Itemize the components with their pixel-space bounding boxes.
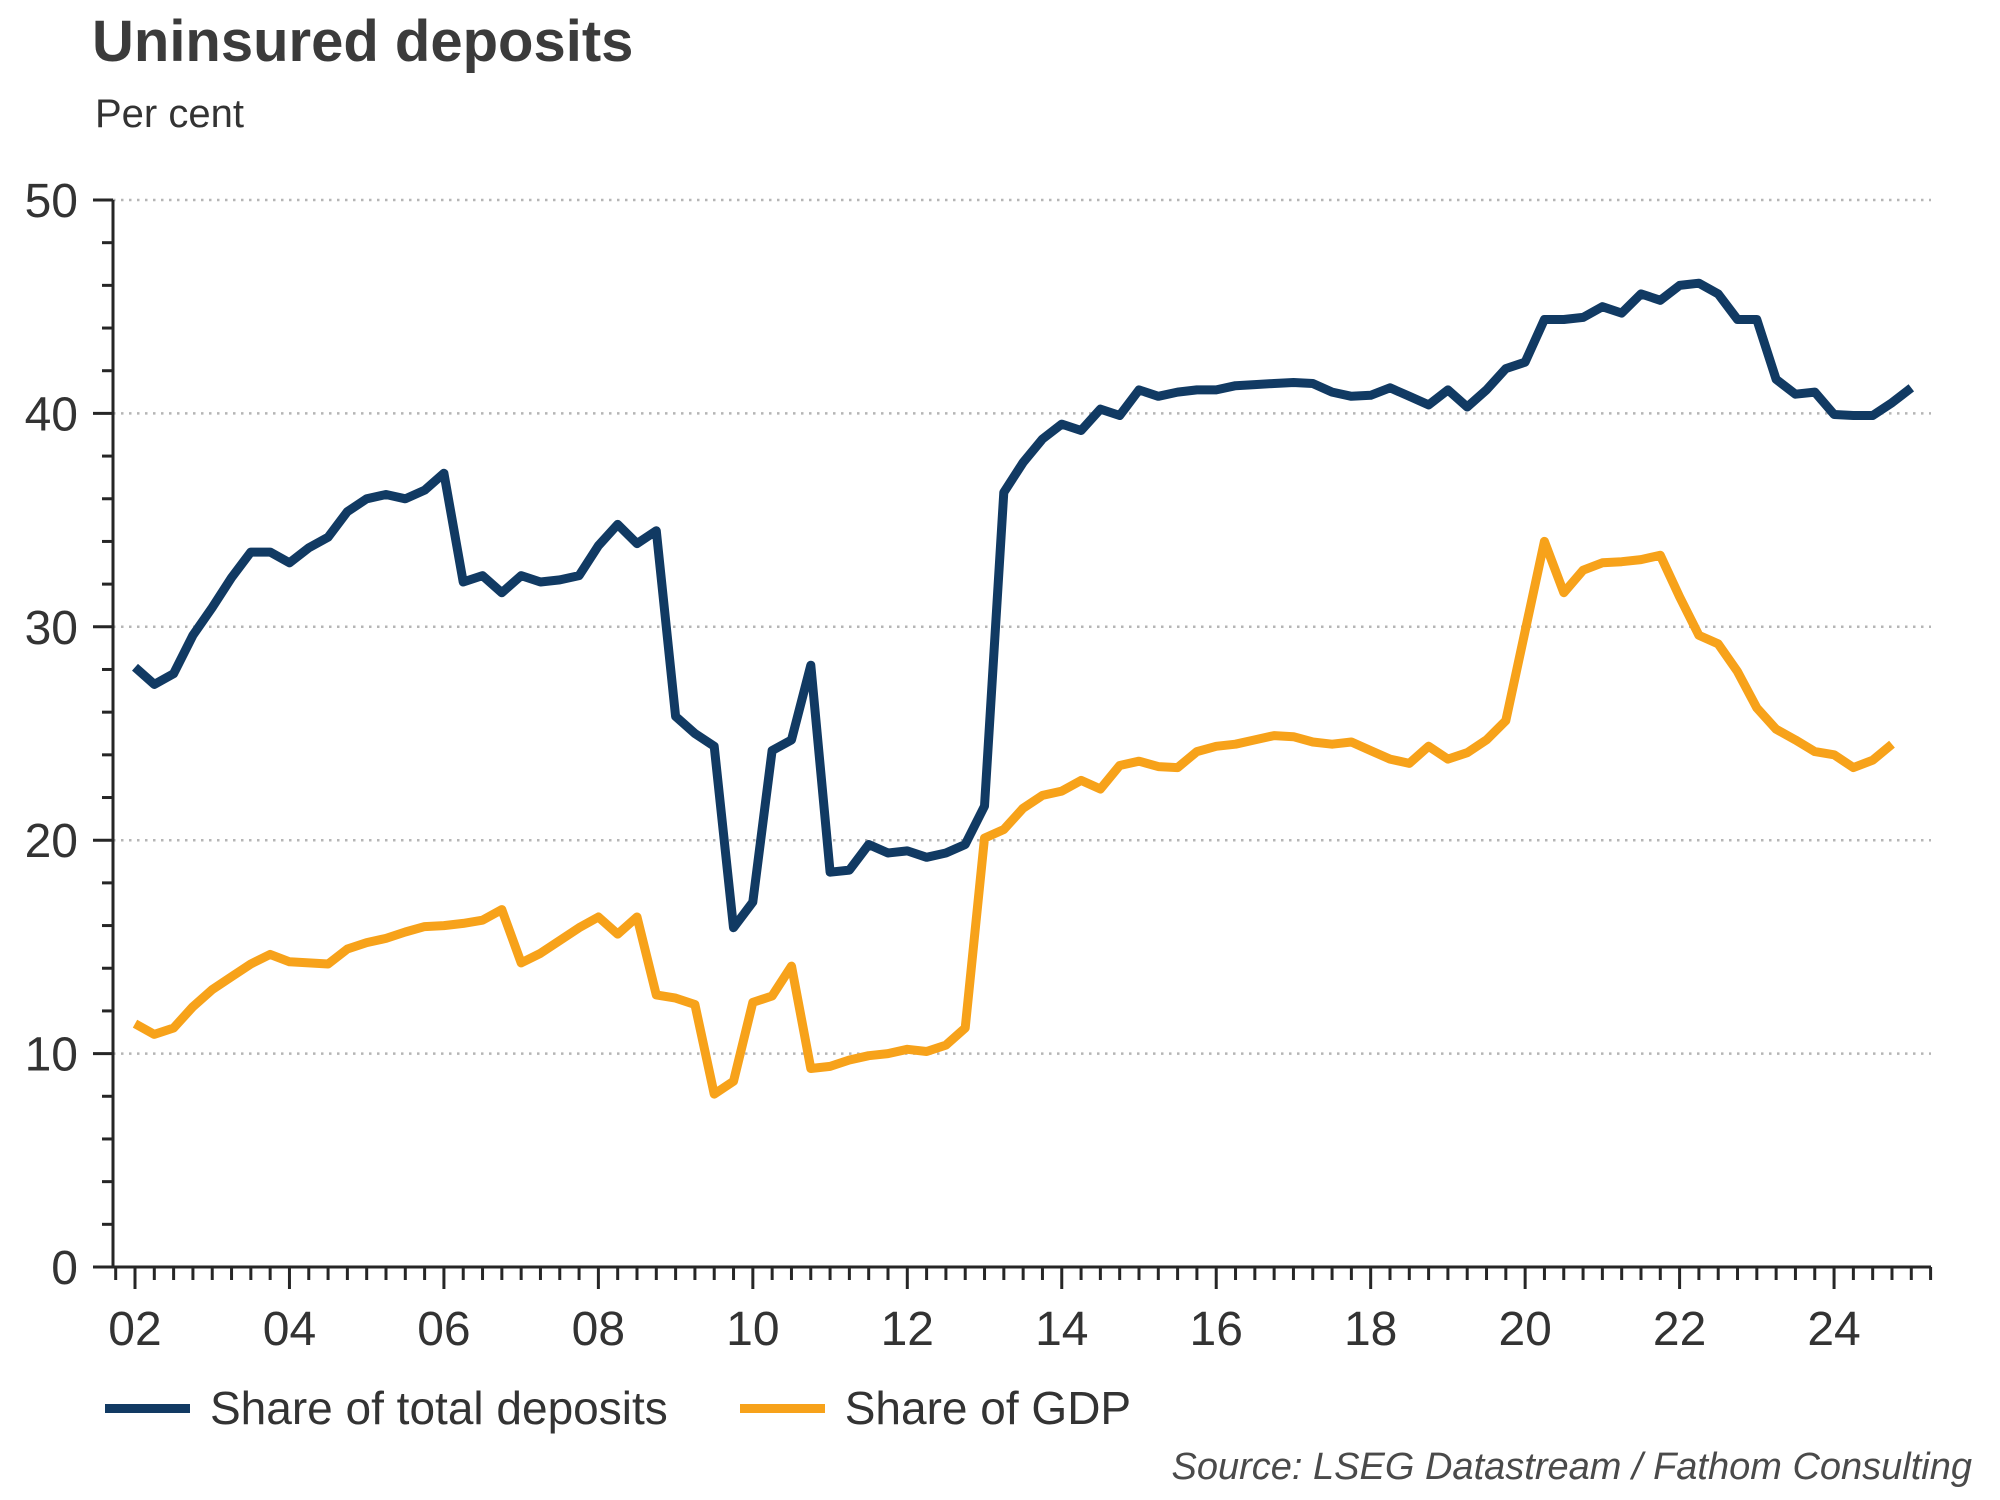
x-tick-label: 12 bbox=[881, 1303, 934, 1356]
legend-swatch-gdp bbox=[739, 1403, 825, 1413]
x-tick-label: 08 bbox=[572, 1303, 625, 1356]
x-tick-label: 02 bbox=[108, 1303, 161, 1356]
x-tick-label: 22 bbox=[1653, 1303, 1706, 1356]
x-tick-label: 16 bbox=[1190, 1303, 1243, 1356]
legend-item-gdp: Share of GDP bbox=[739, 1381, 1132, 1435]
y-tick-label: 0 bbox=[51, 1242, 78, 1295]
y-tick-label: 40 bbox=[25, 388, 78, 441]
series-line-total-deposits bbox=[132, 278, 1915, 933]
x-tick-label: 24 bbox=[1807, 1303, 1860, 1356]
chart-title: Uninsured deposits bbox=[92, 9, 634, 74]
source-credit: Source: LSEG Datastream / Fathom Consult… bbox=[1171, 1446, 1972, 1488]
y-tick-label: 10 bbox=[25, 1029, 78, 1082]
x-tick-label: 04 bbox=[263, 1303, 316, 1356]
series-line-gdp bbox=[132, 536, 1895, 1099]
legend-label-total-deposits: Share of total deposits bbox=[210, 1382, 668, 1434]
y-tick-label: 20 bbox=[25, 815, 78, 868]
legend: Share of total deposits Share of GDP bbox=[105, 1381, 1131, 1435]
x-tick-label: 10 bbox=[726, 1303, 779, 1356]
x-tick-label: 06 bbox=[417, 1303, 470, 1356]
legend-label-gdp: Share of GDP bbox=[844, 1382, 1132, 1434]
legend-swatch-total-deposits bbox=[105, 1403, 190, 1413]
x-tick-label: 20 bbox=[1498, 1303, 1551, 1356]
y-axis-unit-label: Per cent bbox=[95, 92, 244, 136]
y-tick-label: 50 bbox=[25, 175, 78, 228]
x-tick-label: 14 bbox=[1035, 1303, 1088, 1356]
x-tick-label: 18 bbox=[1344, 1303, 1397, 1356]
legend-item-total-deposits: Share of total deposits bbox=[105, 1381, 668, 1435]
y-tick-label: 30 bbox=[25, 602, 78, 655]
